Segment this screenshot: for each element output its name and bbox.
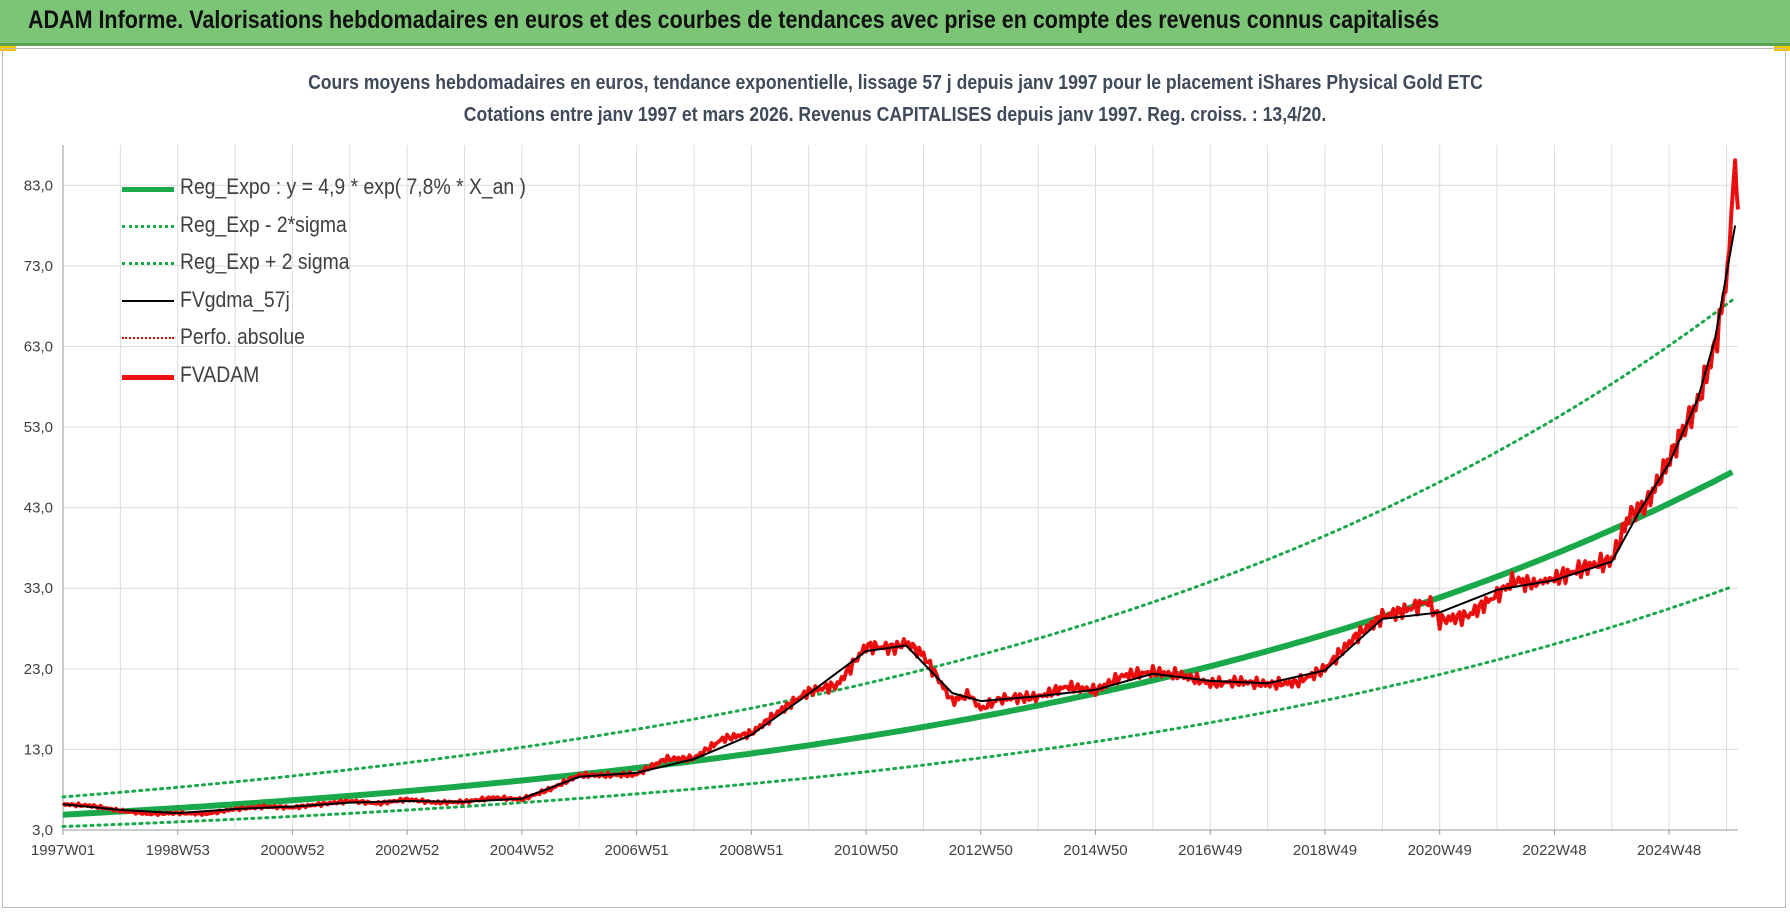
chart-frame <box>2 48 1786 908</box>
legend-swatch-reg-exp-low <box>122 224 174 228</box>
x-tick-label: 2018W49 <box>1293 842 1357 859</box>
legend-label-reg-exp-low: Reg_Exp - 2*sigma <box>180 211 347 237</box>
y-tick-label: 83,0 <box>24 177 53 194</box>
series-fvgdma-57j <box>62 225 1737 815</box>
x-tick-label: 2024W48 <box>1637 842 1701 859</box>
legend-swatch-reg-expo <box>122 187 174 192</box>
legend-label-reg-expo: Reg_Expo : y = 4,9 * exp( 7,8% * X_an ) <box>180 174 527 199</box>
legend-swatch-fvadam <box>122 374 174 380</box>
x-tick-label: 2016W49 <box>1178 842 1242 859</box>
x-tick-label: 2010W50 <box>834 842 898 859</box>
banner-title: ADAM Informe. Valorisations hebdomadaire… <box>28 6 1440 34</box>
chart-subtitle: Cotations entre janv 1997 et mars 2026. … <box>0 104 1790 127</box>
legend-swatch-reg-exp-high <box>122 262 174 265</box>
legend-label-perfo: Perfo. absolue <box>180 324 305 349</box>
x-tick-label: 2006W51 <box>605 842 669 859</box>
y-tick-label: 33,0 <box>24 580 53 597</box>
y-tick-label: 3,0 <box>32 822 53 839</box>
y-tick-label: 63,0 <box>24 338 53 355</box>
series-lines <box>61 158 1740 828</box>
legend-swatch-fvgdma <box>122 299 174 302</box>
series-reg-expo <box>62 469 1734 818</box>
y-tick-label: 53,0 <box>24 419 53 436</box>
x-tick-label: 2012W50 <box>949 842 1013 859</box>
x-tick-label: 2022W48 <box>1522 842 1586 859</box>
x-tick-label: 1998W53 <box>146 842 210 859</box>
x-tick-label: 2020W49 <box>1408 842 1472 859</box>
grid-lines <box>62 145 1738 831</box>
legend-label-fvadam: FVADAM <box>180 361 260 387</box>
x-tick-label: 2002W52 <box>375 842 439 859</box>
y-tick-label: 23,0 <box>24 661 53 678</box>
chart-title-text: Cours moyens hebdomadaires en euros, ten… <box>307 72 1483 94</box>
x-tick-label: 2014W50 <box>1063 842 1127 859</box>
y-tick-label: 43,0 <box>24 500 53 517</box>
x-tick-label: 2004W52 <box>490 842 554 859</box>
x-tick-label: 2008W51 <box>719 842 783 859</box>
series-reg-exp-plus-2sigma <box>61 298 1734 799</box>
legend-label-reg-exp-high: Reg_Exp + 2 sigma <box>180 249 350 274</box>
chart-title: Cours moyens hebdomadaires en euros, ten… <box>0 72 1790 95</box>
banner: ADAM Informe. Valorisations hebdomadaire… <box>0 0 1790 46</box>
x-tick-label: 2000W52 <box>260 842 324 859</box>
y-tick-label: 13,0 <box>24 741 53 758</box>
chart-subtitle-text: Cotations entre janv 1997 et mars 2026. … <box>463 104 1327 126</box>
y-axis: 3,0 13,0 23,0 33,0 43,0 53,0 63,0 73,0 83,0 <box>24 177 53 839</box>
series-perfo-absolue <box>62 160 1739 816</box>
x-axis: 1997W01 1998W53 2000W52 2002W52 2004W52 2006W… <box>31 830 1701 859</box>
series-reg-exp-minus-2sigma <box>61 585 1734 828</box>
y-tick-label: 73,0 <box>24 258 53 275</box>
legend-swatch-perfo <box>122 337 174 339</box>
legend-label-fvgdma: FVgdma_57j <box>180 286 290 312</box>
x-tick-label: 1997W01 <box>31 842 95 859</box>
